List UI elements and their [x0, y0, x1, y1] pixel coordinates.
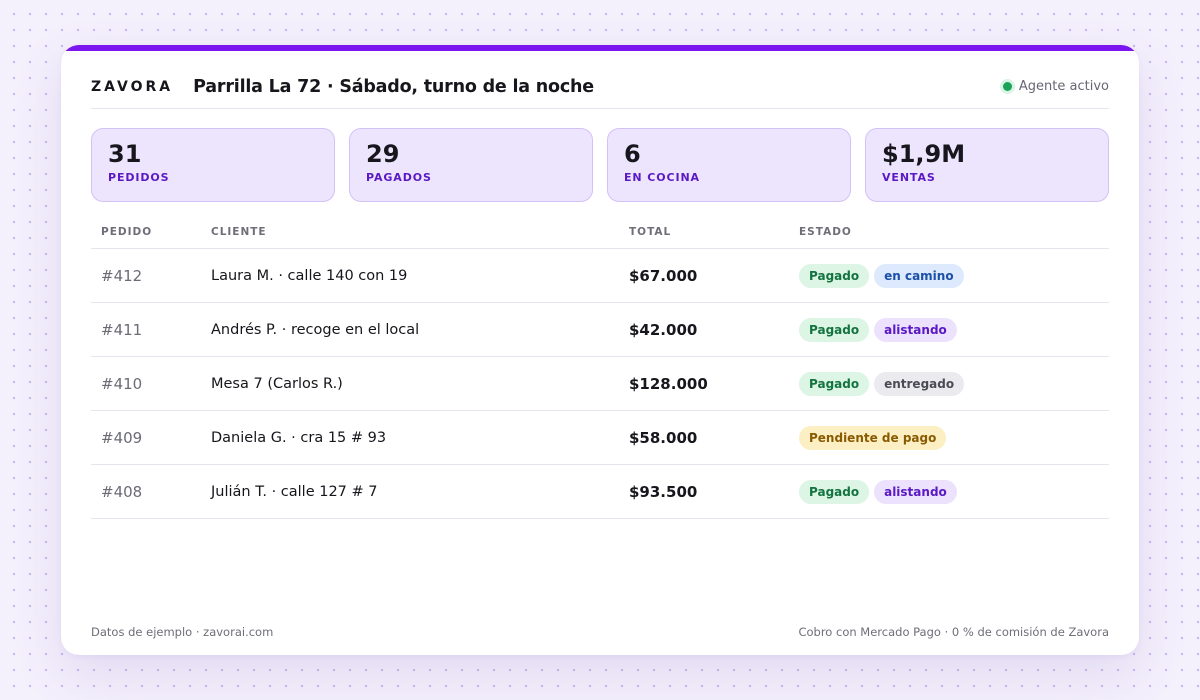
status-badge-on-the-way: en camino	[874, 263, 964, 288]
agent-status-label: Agente activo	[1018, 79, 1109, 94]
order-customer: Andrés P. · recoge en el local	[211, 321, 420, 338]
order-total: $42.000	[629, 320, 698, 339]
table-row[interactable]: #412 Laura M. · calle 140 con 19 $67.000…	[91, 249, 1109, 303]
card-footer: Datos de ejemplo · zavorai.com Cobro con…	[91, 625, 1109, 639]
stat-label: EN COCINA	[624, 171, 700, 184]
table-header: PEDIDO CLIENTE TOTAL ESTADO	[91, 216, 1109, 249]
order-customer: Laura M. · calle 140 con 19	[211, 267, 408, 284]
stat-value: 31	[108, 140, 142, 168]
order-customer: Daniela G. · cra 15 # 93	[211, 429, 387, 446]
status-badge-paid: Pagado	[799, 371, 870, 396]
table-row[interactable]: #411 Andrés P. · recoge en el local $42.…	[91, 303, 1109, 357]
stat-value: $1,9M	[882, 140, 966, 168]
order-id: #412	[101, 266, 143, 285]
brand-logo: ZAVORA	[91, 78, 174, 95]
order-total: $58.000	[629, 428, 698, 447]
column-header-total: TOTAL	[629, 226, 672, 238]
column-header-pedido: PEDIDO	[101, 226, 153, 238]
stat-value: 29	[366, 140, 400, 168]
order-status: Pagado en camino	[799, 263, 1109, 288]
accent-bar	[61, 45, 1139, 51]
order-total: $93.500	[629, 482, 698, 501]
orders-table: PEDIDO CLIENTE TOTAL ESTADO #412 Laura M…	[91, 216, 1109, 519]
stat-card-en-cocina: 6 EN COCINA	[607, 128, 851, 202]
order-status: Pendiente de pago	[799, 425, 1109, 450]
footer-note: Datos de ejemplo · zavorai.com	[91, 625, 274, 639]
order-status: Pagado entregado	[799, 371, 1109, 396]
stat-label: VENTAS	[882, 171, 936, 184]
orders-card: ZAVORA Parrilla La 72 · Sábado, turno de…	[61, 45, 1139, 655]
status-badge-paid: Pagado	[799, 479, 870, 504]
order-status: Pagado alistando	[799, 479, 1109, 504]
footer-payment-note: Cobro con Mercado Pago · 0 % de comisión…	[798, 625, 1109, 639]
status-dot-icon	[1002, 82, 1012, 91]
table-row[interactable]: #410 Mesa 7 (Carlos R.) $128.000 Pagado …	[91, 357, 1109, 411]
table-row[interactable]: #408 Julián T. · calle 127 # 7 $93.500 P…	[91, 465, 1109, 519]
status-badge-delivered: entregado	[874, 371, 965, 396]
order-id: #408	[101, 482, 143, 501]
status-badge-paid: Pagado	[799, 263, 870, 288]
agent-status: Agente activo	[1002, 79, 1109, 94]
order-customer: Mesa 7 (Carlos R.)	[211, 375, 343, 392]
order-total: $128.000	[629, 374, 708, 393]
order-id: #411	[101, 320, 143, 339]
card-header: ZAVORA Parrilla La 72 · Sábado, turno de…	[91, 65, 1109, 109]
status-badge-preparing: alistando	[874, 317, 957, 342]
order-id: #410	[101, 374, 143, 393]
stat-card-pagados: 29 PAGADOS	[349, 128, 593, 202]
table-row[interactable]: #409 Daniela G. · cra 15 # 93 $58.000 Pe…	[91, 411, 1109, 465]
status-badge-preparing: alistando	[874, 479, 957, 504]
column-header-estado: ESTADO	[799, 226, 852, 238]
stat-card-ventas: $1,9M VENTAS	[865, 128, 1109, 202]
status-badge-pending: Pendiente de pago	[799, 425, 947, 450]
stat-card-pedidos: 31 PEDIDOS	[91, 128, 335, 202]
column-header-cliente: CLIENTE	[211, 226, 267, 238]
stats-row: 31 PEDIDOS 29 PAGADOS 6 EN COCINA $1,9M …	[91, 128, 1109, 202]
order-total: $67.000	[629, 266, 698, 285]
order-status: Pagado alistando	[799, 317, 1109, 342]
stat-value: 6	[624, 140, 641, 168]
status-badge-paid: Pagado	[799, 317, 870, 342]
order-customer: Julián T. · calle 127 # 7	[211, 483, 378, 500]
stat-label: PAGADOS	[366, 171, 432, 184]
stat-label: PEDIDOS	[108, 171, 170, 184]
page-title: Parrilla La 72 · Sábado, turno de la noc…	[193, 76, 594, 97]
order-id: #409	[101, 428, 143, 447]
